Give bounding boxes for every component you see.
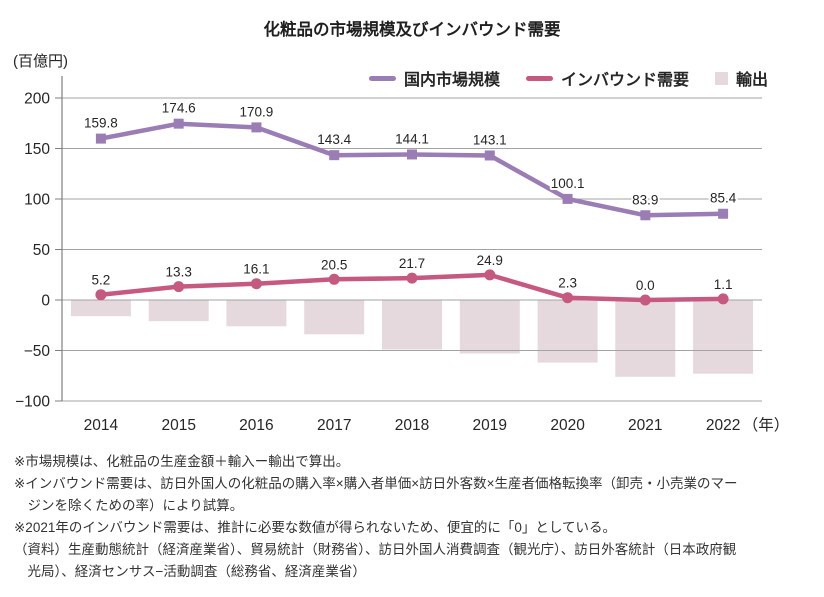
footnote-market-size: ※市場規模は、化粧品の生産金額＋輸入ー輸出で算出。 [14, 454, 350, 469]
footnote-inbound-method: ※インバウンド需要は、訪日外国人の化粧品の購入率×購入者単価×訪日外客数×生産者… [14, 476, 738, 491]
legend-label-inbound: インバウンド需要 [560, 72, 689, 89]
data-label: 20.5 [321, 257, 347, 272]
legend-line-swatch-domestic [368, 75, 396, 81]
data-label: 143.4 [317, 132, 351, 147]
footnotes: ※市場規模は、化粧品の生産金額＋輸入ー輸出で算出。 ※インバウンド需要は、訪日外… [14, 451, 806, 583]
export-bar [70, 300, 131, 317]
data-label: 5.2 [92, 273, 111, 288]
x-tick-label: 2014 [84, 417, 119, 434]
data-point-marker [717, 293, 729, 305]
inbound-demand-line-series: 5.2 13.3 16.1 20.5 21.7 24.9 2.3 0.0 1.1 [90, 251, 734, 306]
footnote-sources-cont: 光局）、経済センサス−活動調査（総務省、経済産業省） [27, 564, 366, 579]
data-label: 16.1 [243, 262, 269, 277]
legend-label-domestic: 国内市場規模 [403, 72, 500, 89]
data-label: 0.0 [636, 278, 655, 293]
x-tick-label: 2020 [550, 417, 585, 434]
x-axis-labels: 2014 2015 2016 2017 2018 2019 2020 2021 2022 （年） [84, 416, 790, 434]
footnote-inbound-method-cont: ジンを除くための率）により試算。 [27, 498, 244, 513]
data-point-marker [484, 150, 495, 161]
x-tick-label: 2015 [161, 417, 195, 434]
data-label: 24.9 [477, 253, 503, 268]
data-point-marker [328, 273, 340, 285]
x-axis-unit-label: （年） [743, 416, 790, 434]
legend-square-swatch-export [714, 71, 728, 85]
data-point-marker [329, 150, 340, 161]
legend-item-inbound: インバウンド需要 [525, 66, 689, 90]
legend-label-export: 輸出 [735, 72, 768, 89]
data-point-marker [173, 281, 185, 293]
data-label: 170.9 [240, 104, 274, 119]
y-tick-label: −100 [15, 394, 50, 411]
data-label: 100.1 [551, 176, 585, 191]
data-label: 13.3 [166, 265, 192, 280]
data-point-marker [562, 193, 573, 204]
legend-line-swatch-inbound [525, 75, 553, 81]
data-label: 143.1 [473, 133, 507, 148]
y-tick-label: 150 [24, 141, 50, 158]
data-point-marker [562, 292, 574, 304]
data-point-marker [639, 294, 651, 306]
export-bar [615, 300, 676, 377]
data-label: 2.3 [558, 276, 577, 291]
data-point-marker [718, 208, 729, 219]
data-point-marker [95, 289, 107, 301]
data-point-marker [95, 133, 106, 144]
data-point-marker [173, 118, 184, 129]
export-bar [226, 300, 287, 327]
data-point-marker [406, 272, 418, 284]
export-bar [459, 300, 520, 354]
y-tick-label: −50 [24, 343, 51, 360]
x-tick-label: 2021 [628, 417, 662, 434]
export-bar-series [70, 300, 754, 377]
x-tick-label: 2017 [317, 417, 351, 434]
x-tick-label: 2019 [473, 417, 507, 434]
x-tick-label: 2018 [395, 417, 429, 434]
data-label: 21.7 [399, 256, 425, 271]
x-tick-label: 2016 [239, 417, 273, 434]
legend-item-export: 輸出 [714, 66, 768, 90]
domestic-market-line-series: 159.8 174.6 170.9 143.4 144.1 143.1 100.1 83.9 8… [82, 99, 739, 221]
legend: 国内市場規模 インバウンド需要 輸出 [368, 66, 768, 90]
data-point-marker [251, 122, 262, 133]
export-bar [148, 300, 209, 322]
legend-item-domestic: 国内市場規模 [368, 66, 500, 90]
y-tick-label: 0 [41, 293, 50, 310]
data-label: 144.1 [395, 132, 429, 147]
footnote-sources: （資料）生産動態統計（経済産業省）、貿易統計（財務省）、訪日外国人消費調査（観光… [14, 542, 737, 557]
export-bar [537, 300, 598, 363]
x-tick-label: 2022 [706, 417, 740, 434]
data-label: 85.4 [710, 191, 737, 206]
data-label: 174.6 [162, 101, 196, 116]
chart-title: 化粧品の市場規模及びインバウンド需要 [263, 21, 561, 39]
export-bar [693, 300, 754, 374]
y-tick-label: 50 [33, 242, 51, 259]
footnote-2021-zero: ※2021年のインバウンド需要は、推計に必要な数値が得られないため、便宜的に「0… [14, 520, 616, 535]
y-tick-label: 100 [24, 192, 50, 209]
data-point-marker [250, 278, 262, 290]
y-tick-label: 200 [24, 91, 50, 108]
data-point-marker [407, 149, 417, 160]
data-label: 83.9 [632, 192, 658, 207]
data-label: 159.8 [84, 116, 118, 131]
data-label: 1.1 [714, 277, 733, 292]
export-bar [382, 300, 442, 350]
data-point-marker [484, 269, 496, 281]
export-bar [304, 300, 365, 335]
y-axis-unit-label: (百億円) [13, 53, 68, 70]
data-point-marker [640, 210, 651, 221]
